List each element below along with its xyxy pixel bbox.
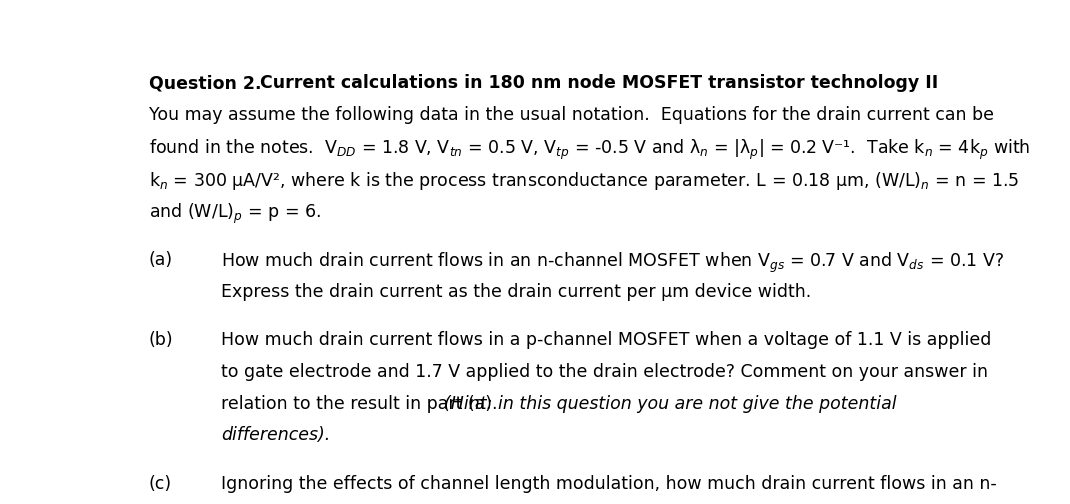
Text: k$_n$ = 300 μA/V², where k is the process transconductance parameter. L = 0.18 μ: k$_n$ = 300 μA/V², where k is the proces… xyxy=(149,169,1019,192)
Text: and (W/L)$_p$ = p = 6.: and (W/L)$_p$ = p = 6. xyxy=(149,202,321,226)
Text: differences).: differences). xyxy=(220,426,330,445)
Text: (a): (a) xyxy=(149,250,172,269)
Text: You may assume the following data in the usual notation.  Equations for the drai: You may assume the following data in the… xyxy=(149,106,994,124)
Text: Ignoring the effects of channel length modulation, how much drain current flows : Ignoring the effects of channel length m… xyxy=(220,475,996,493)
Text: Question 2.: Question 2. xyxy=(149,74,261,92)
Text: How much drain current flows in a p-channel MOSFET when a voltage of 1.1 V is ap: How much drain current flows in a p-chan… xyxy=(220,331,991,349)
Text: How much drain current flows in an n-channel MOSFET when V$_{gs}$ = 0.7 V and V$: How much drain current flows in an n-cha… xyxy=(220,250,1004,275)
Text: (b): (b) xyxy=(149,331,173,349)
Text: relation to the result in part (a).: relation to the result in part (a). xyxy=(220,395,508,412)
Text: Express the drain current as the drain current per μm device width.: Express the drain current as the drain c… xyxy=(220,283,811,300)
Text: to gate electrode and 1.7 V applied to the drain electrode? Comment on your answ: to gate electrode and 1.7 V applied to t… xyxy=(220,363,988,381)
Text: (Hint: in this question you are not give the potential: (Hint: in this question you are not give… xyxy=(444,395,897,412)
Text: found in the notes.  V$_{DD}$ = 1.8 V, V$_{tn}$ = 0.5 V, V$_{tp}$ = -0.5 V and λ: found in the notes. V$_{DD}$ = 1.8 V, V$… xyxy=(149,138,1030,162)
Text: Current calculations in 180 nm node MOSFET transistor technology II: Current calculations in 180 nm node MOSF… xyxy=(235,74,938,92)
Text: (c): (c) xyxy=(149,475,172,493)
